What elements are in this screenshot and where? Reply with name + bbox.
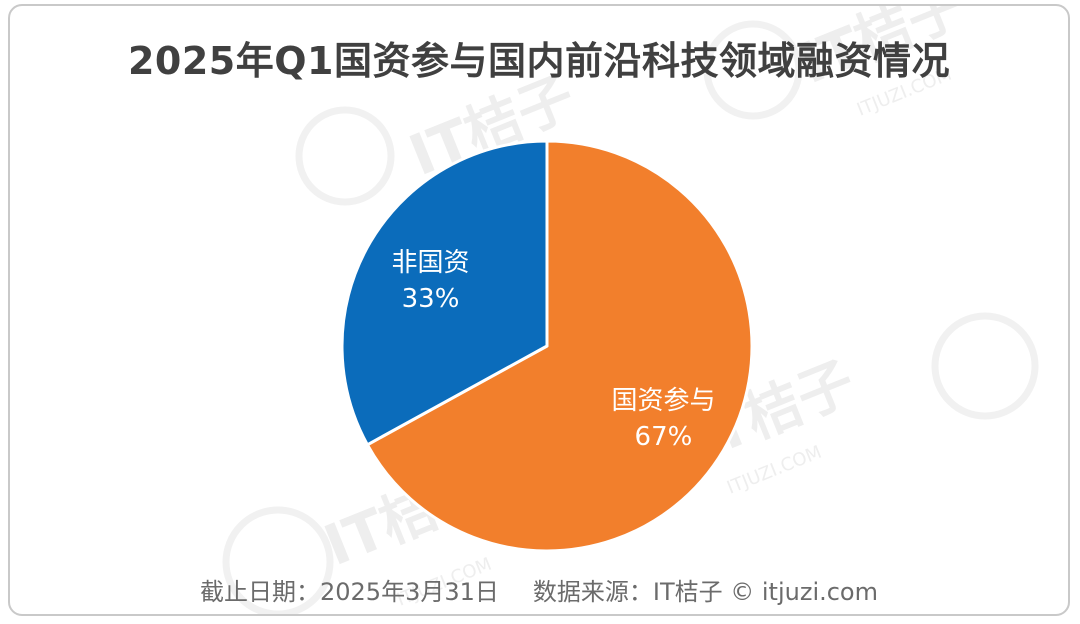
pie-slice-percent: 67% — [635, 422, 693, 452]
pie-slice — [365, 139, 754, 553]
chart-canvas: IT桔子 IT桔子 IT桔子 IT桔子 ITJUZI.COM ITJUZI.CO… — [222, 6, 1039, 614]
pie-slice-label: 国资参与 — [611, 386, 715, 416]
chart-frame: IT桔子 IT桔子 IT桔子 IT桔子 ITJUZI.COM ITJUZI.CO… — [8, 4, 1070, 616]
pie-slice — [340, 139, 549, 447]
data-source: 数据来源：IT桔子 © itjuzi.com — [532, 578, 878, 606]
chart-title: 2025年Q1国资参与国内前沿科技领域融资情况 — [127, 39, 950, 83]
pie-slice-percent: 33% — [402, 284, 460, 314]
pie-chart: 国资参与 67% 非国资 33% — [340, 139, 754, 553]
pie-slice-label: 非国资 — [392, 248, 470, 278]
cutoff-date: 截止日期：2025年3月31日 — [200, 578, 499, 606]
chart-footer: 截止日期：2025年3月31日 数据来源：IT桔子 © itjuzi.com — [10, 572, 1068, 607]
